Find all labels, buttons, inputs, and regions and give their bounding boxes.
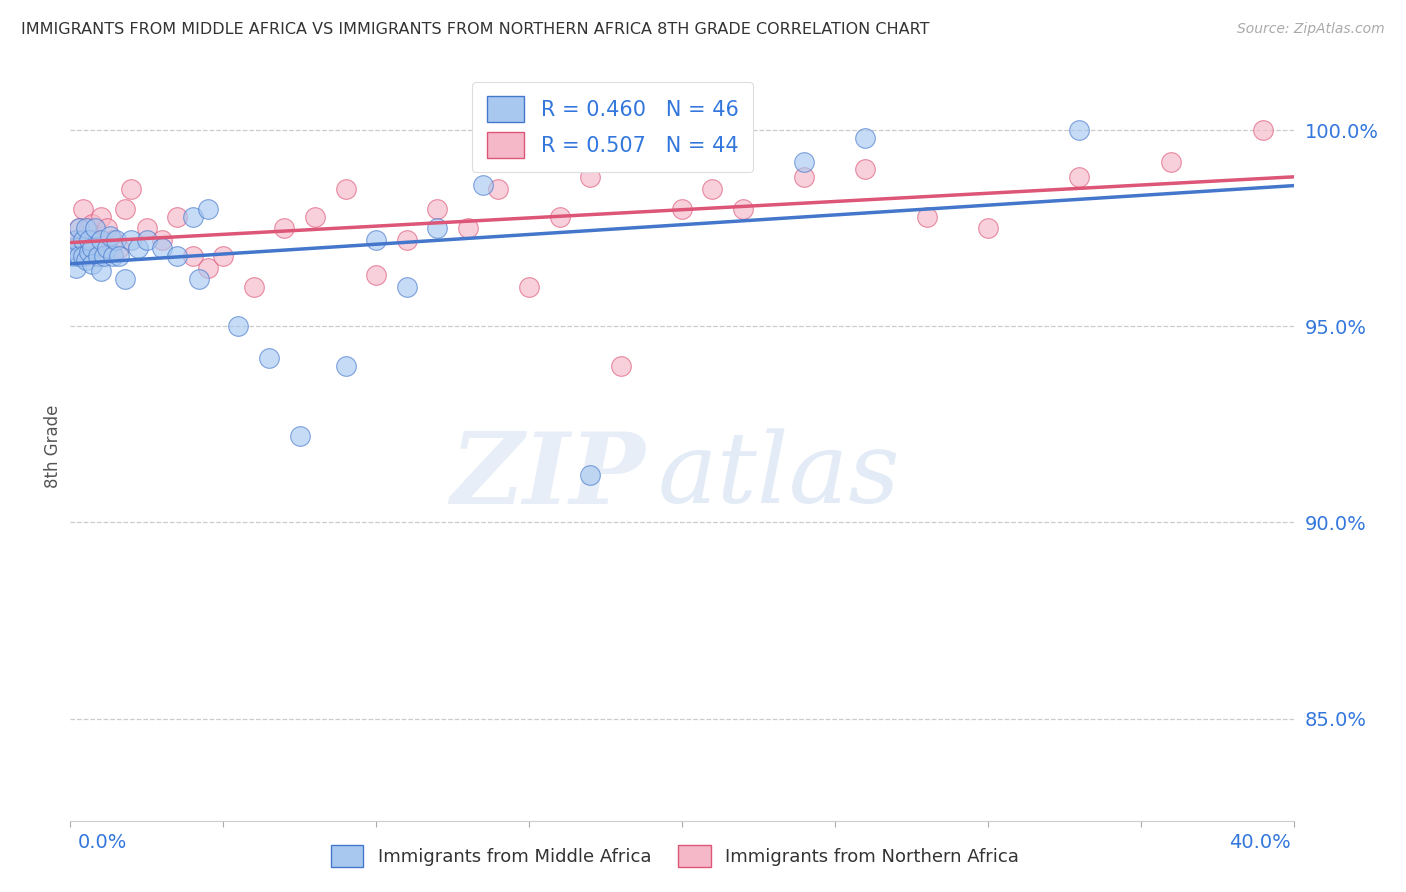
Point bbox=[90, 210, 112, 224]
Point bbox=[96, 221, 118, 235]
Text: IMMIGRANTS FROM MIDDLE AFRICA VS IMMIGRANTS FROM NORTHERN AFRICA 8TH GRADE CORRE: IMMIGRANTS FROM MIDDLE AFRICA VS IMMIGRA… bbox=[21, 22, 929, 37]
Point bbox=[1069, 123, 1091, 137]
Point bbox=[243, 280, 266, 294]
Legend: R = 0.460   N = 46, R = 0.507   N = 44: R = 0.460 N = 46, R = 0.507 N = 44 bbox=[472, 82, 754, 172]
Point bbox=[395, 280, 418, 294]
Point bbox=[855, 131, 877, 145]
Text: 40.0%: 40.0% bbox=[1229, 833, 1291, 853]
Point bbox=[98, 229, 121, 244]
Point bbox=[80, 241, 103, 255]
Point bbox=[702, 182, 724, 196]
Point bbox=[187, 272, 209, 286]
Point bbox=[135, 221, 157, 235]
Point bbox=[90, 264, 112, 278]
Point bbox=[121, 233, 143, 247]
Text: Source: ZipAtlas.com: Source: ZipAtlas.com bbox=[1237, 22, 1385, 37]
Point bbox=[65, 260, 87, 275]
Point bbox=[335, 359, 357, 373]
Point bbox=[228, 319, 250, 334]
Point bbox=[72, 233, 94, 247]
Point bbox=[304, 210, 326, 224]
Point bbox=[105, 233, 128, 247]
Point bbox=[426, 202, 449, 216]
Point bbox=[166, 249, 188, 263]
Point bbox=[1160, 154, 1182, 169]
Point bbox=[72, 202, 94, 216]
Point bbox=[101, 233, 124, 247]
Point bbox=[87, 249, 110, 263]
Point bbox=[90, 233, 112, 247]
Point bbox=[101, 249, 124, 263]
Point bbox=[62, 241, 84, 255]
Point bbox=[517, 280, 540, 294]
Point bbox=[335, 182, 357, 196]
Point bbox=[395, 233, 418, 247]
Point bbox=[793, 154, 815, 169]
Point bbox=[75, 252, 97, 267]
Point bbox=[150, 233, 173, 247]
Point bbox=[77, 244, 100, 259]
Point bbox=[1251, 123, 1274, 137]
Point bbox=[121, 182, 143, 196]
Point bbox=[288, 429, 311, 443]
Point bbox=[733, 202, 755, 216]
Point bbox=[93, 249, 115, 263]
Text: atlas: atlas bbox=[658, 428, 900, 524]
Point bbox=[212, 249, 235, 263]
Point bbox=[72, 249, 94, 263]
Point bbox=[579, 468, 602, 483]
Point bbox=[257, 351, 280, 365]
Point bbox=[548, 210, 571, 224]
Point bbox=[65, 233, 87, 247]
Point bbox=[671, 202, 693, 216]
Point bbox=[579, 170, 602, 185]
Point bbox=[1069, 170, 1091, 185]
Point bbox=[366, 268, 388, 283]
Point bbox=[150, 241, 173, 255]
Point bbox=[610, 359, 633, 373]
Point bbox=[855, 162, 877, 177]
Point bbox=[69, 249, 91, 263]
Point bbox=[197, 202, 219, 216]
Point bbox=[96, 241, 118, 255]
Point bbox=[108, 249, 131, 263]
Point bbox=[114, 272, 136, 286]
Point bbox=[127, 241, 149, 255]
Point bbox=[83, 233, 105, 247]
Point bbox=[80, 256, 103, 270]
Point bbox=[87, 249, 110, 263]
Point bbox=[457, 221, 479, 235]
Point bbox=[181, 249, 204, 263]
Point bbox=[62, 241, 84, 255]
Point bbox=[366, 233, 388, 247]
Point bbox=[65, 233, 87, 247]
Point bbox=[77, 233, 100, 247]
Point bbox=[69, 221, 91, 235]
Text: 0.0%: 0.0% bbox=[77, 833, 127, 853]
Point bbox=[472, 178, 495, 193]
Point bbox=[793, 170, 815, 185]
Point bbox=[114, 202, 136, 216]
Point bbox=[273, 221, 295, 235]
Point bbox=[83, 221, 105, 235]
Point bbox=[69, 221, 91, 235]
Point bbox=[75, 221, 97, 235]
Y-axis label: 8th Grade: 8th Grade bbox=[44, 404, 62, 488]
Point bbox=[77, 221, 100, 235]
Point bbox=[915, 210, 938, 224]
Point bbox=[976, 221, 998, 235]
Point bbox=[533, 151, 555, 165]
Point bbox=[181, 210, 204, 224]
Point bbox=[108, 241, 131, 255]
Point bbox=[80, 218, 103, 232]
Point bbox=[197, 260, 219, 275]
Point bbox=[135, 233, 157, 247]
Point bbox=[75, 249, 97, 263]
Text: ZIP: ZIP bbox=[450, 428, 645, 524]
Point bbox=[62, 249, 84, 263]
Point bbox=[166, 210, 188, 224]
Point bbox=[488, 182, 510, 196]
Legend: Immigrants from Middle Africa, Immigrants from Northern Africa: Immigrants from Middle Africa, Immigrant… bbox=[323, 838, 1026, 874]
Point bbox=[426, 221, 449, 235]
